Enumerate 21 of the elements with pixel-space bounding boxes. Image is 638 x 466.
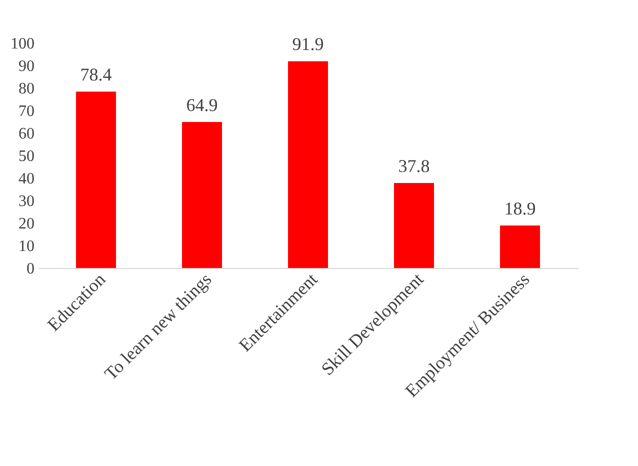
y-tick-label: 70 (18, 103, 34, 120)
y-tick-label: 90 (18, 58, 34, 75)
bar (76, 92, 116, 268)
y-tick-label: 80 (18, 80, 34, 98)
y-tick-label: 0 (26, 260, 34, 278)
y-tick-label: 30 (18, 193, 34, 210)
bar (500, 225, 540, 268)
data-label: 91.9 (292, 34, 324, 54)
y-tick-label: 10 (18, 238, 34, 255)
bar (394, 182, 434, 268)
data-label: 18.9 (504, 198, 536, 218)
y-tick-label: 40 (18, 170, 34, 188)
bar (182, 122, 222, 268)
bar (288, 61, 328, 268)
y-tick-label: 100 (10, 36, 34, 52)
y-tick-label: 20 (18, 216, 34, 232)
y-tick-label: 50 (18, 148, 34, 165)
data-label: 64.9 (186, 94, 218, 115)
data-label: 78.4 (80, 64, 112, 85)
y-tick-label: 60 (18, 126, 34, 142)
data-label: 37.8 (398, 156, 430, 176)
